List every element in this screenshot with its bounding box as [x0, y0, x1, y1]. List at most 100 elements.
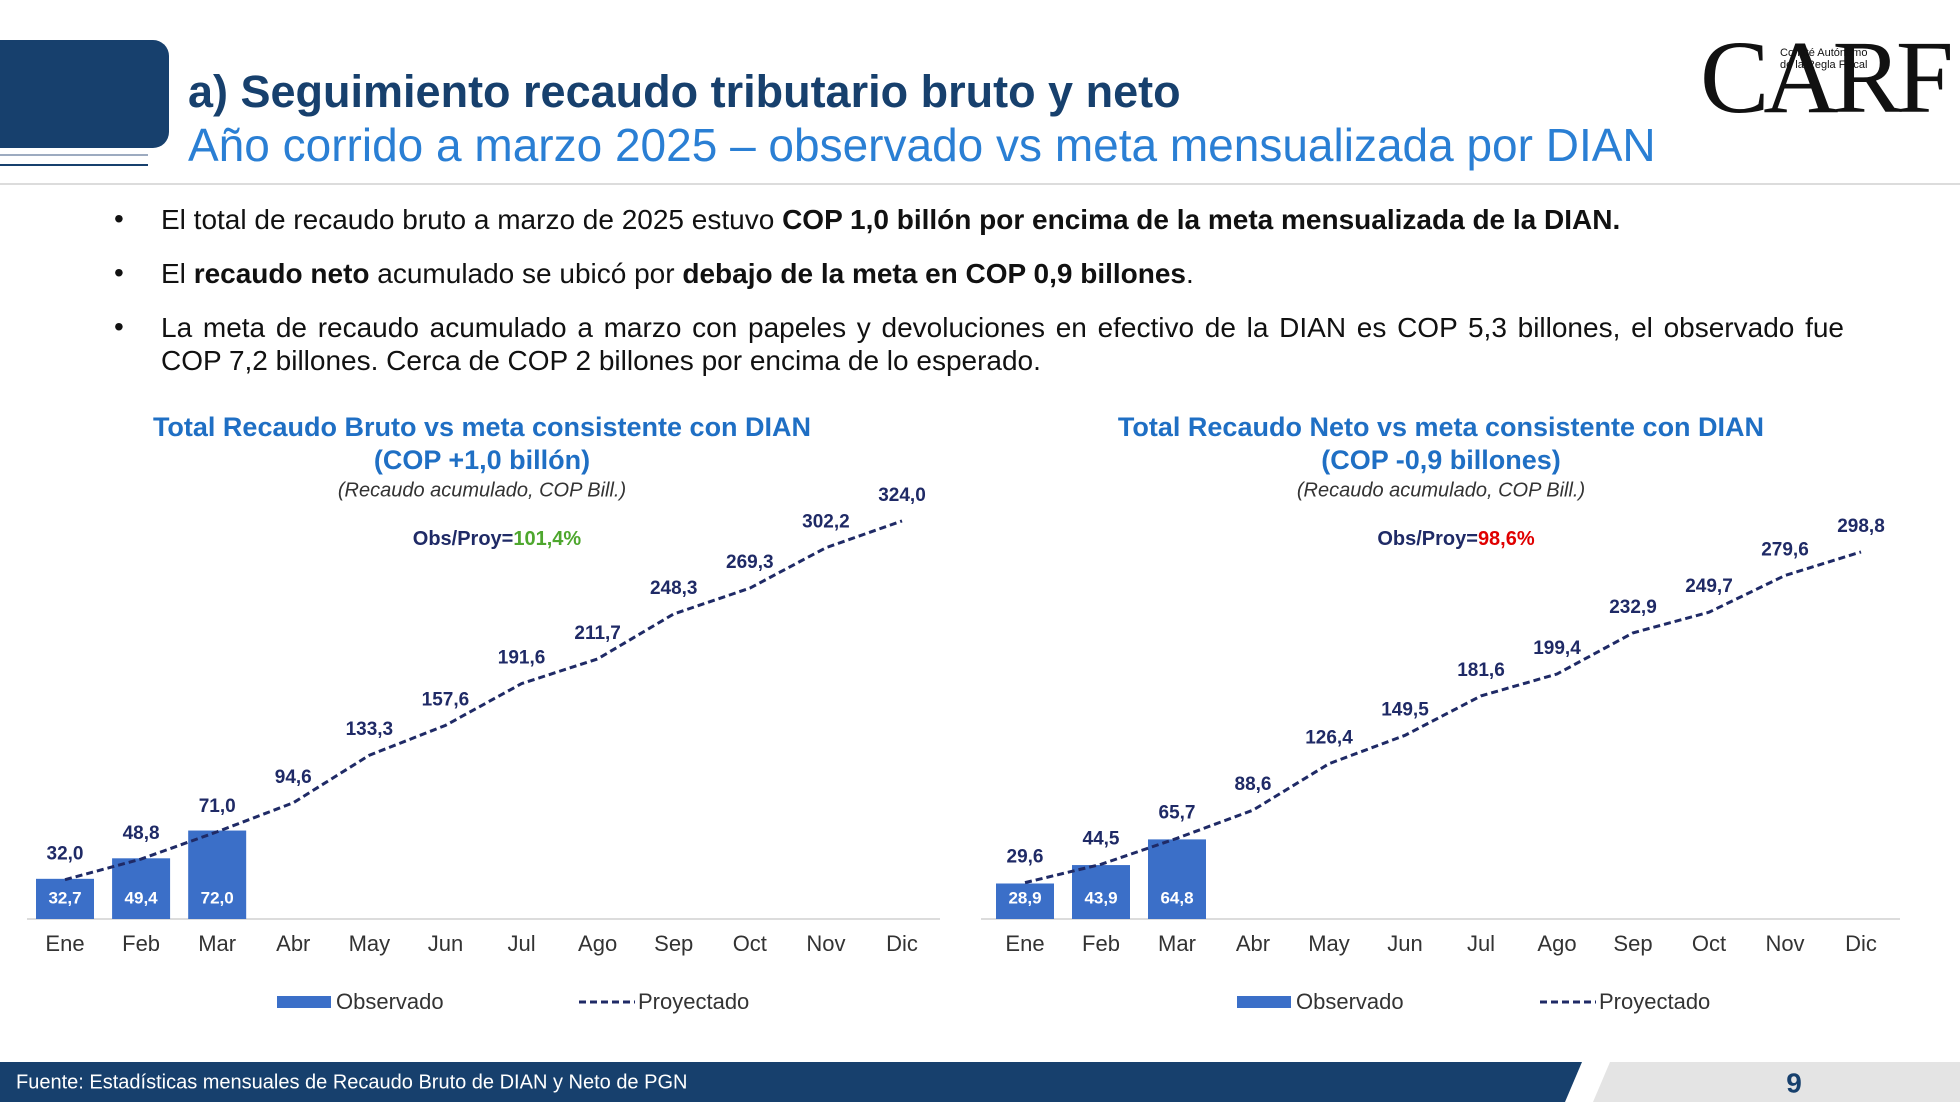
line-label: 126,4: [1305, 728, 1353, 749]
annotation: Obs/Proy=101,4%: [413, 528, 582, 550]
line-label: 32,0: [47, 844, 84, 865]
line-label: 211,7: [574, 623, 621, 644]
bar: [36, 878, 94, 919]
header-tab: [0, 40, 169, 148]
line-label: 29,6: [1007, 847, 1044, 868]
x-tick-label: Ene: [1005, 931, 1044, 956]
chart-subtitle: (COP -0,9 billones): [1321, 445, 1561, 475]
line-label: 269,3: [726, 552, 774, 573]
legend-swatch: [277, 996, 331, 1008]
line-label: 248,3: [650, 578, 698, 599]
x-tick-label: May: [1308, 931, 1350, 956]
bar-label: 28,9: [1008, 888, 1041, 907]
x-tick-label: Abr: [1236, 931, 1270, 956]
bullet-text: .: [1186, 258, 1194, 289]
line-label: 71,0: [199, 796, 236, 817]
line: [64, 519, 903, 882]
bar: [1072, 865, 1130, 919]
x-tick-label: Nov: [806, 931, 845, 956]
legend-label: Observado: [1296, 989, 1404, 1014]
bullet-text: El: [161, 258, 194, 289]
bullet-dot: •: [114, 257, 124, 288]
x-tick-label: Nov: [1765, 931, 1804, 956]
chart-note: (Recaudo acumulado, COP Bill.): [338, 479, 626, 501]
line-label: 94,6: [275, 767, 312, 788]
x-tick-label: Oct: [1692, 931, 1726, 956]
x-tick-label: May: [349, 931, 391, 956]
logo-caption: de la Regla Fiscal: [1780, 59, 1867, 71]
chart-title: Total Recaudo Neto vs meta consistente c…: [1118, 412, 1764, 442]
bullet-dot: •: [114, 203, 124, 234]
footer-bar: [0, 1062, 1582, 1102]
bar-label: 43,9: [1084, 888, 1117, 907]
x-tick-label: Jul: [507, 931, 535, 956]
page-number: 9: [1786, 1067, 1802, 1098]
x-tick-label: Ago: [1537, 931, 1576, 956]
bullet-text: debajo de la meta en COP 0,9 billones: [682, 258, 1187, 289]
bar: [112, 858, 171, 919]
line-label: 44,5: [1083, 828, 1120, 849]
legend-label: Proyectado: [638, 989, 749, 1014]
bullet: El total de recaudo bruto a marzo de 202…: [161, 203, 1844, 236]
line-label: 324,0: [878, 485, 926, 506]
bullet-text: El total de recaudo bruto a marzo de 202…: [161, 204, 783, 235]
legend-label: Observado: [336, 989, 444, 1014]
x-tick-label: Jul: [1467, 931, 1495, 956]
line-label: 88,6: [1235, 774, 1272, 795]
line-label: 149,5: [1381, 699, 1429, 720]
chart-note: (Recaudo acumulado, COP Bill.): [1297, 479, 1585, 501]
bullet-text: recaudo neto: [193, 258, 370, 289]
x-tick-label: Mar: [1158, 931, 1196, 956]
line-label: 249,7: [1685, 576, 1733, 597]
line: [1024, 550, 1862, 885]
x-tick-label: Sep: [654, 931, 693, 956]
chart-title: Total Recaudo Bruto vs meta consistente …: [153, 412, 811, 442]
logo-caption: Comité Autónomo: [1780, 47, 1867, 59]
bullet-text: COP 1,0 billón por encima de la meta men…: [782, 204, 1621, 235]
footer-band: [1593, 1062, 1960, 1102]
line-label: 133,3: [346, 719, 394, 740]
x-tick-label: Dic: [1845, 931, 1877, 956]
x-tick-label: Feb: [122, 931, 160, 956]
legend-label: Proyectado: [1599, 989, 1710, 1014]
line-label: 279,6: [1761, 540, 1809, 561]
chart-subtitle: (COP +1,0 billón): [374, 445, 590, 475]
line-label: 232,9: [1609, 597, 1657, 618]
bar-label: 72,0: [201, 888, 234, 907]
bullet-text: La meta de recaudo acumulado a marzo con…: [161, 312, 1844, 376]
line-label: 298,8: [1837, 516, 1885, 537]
x-tick-label: Abr: [276, 931, 310, 956]
bar-label: 32,7: [48, 888, 81, 907]
bullet: El recaudo neto acumulado se ubicó por d…: [161, 257, 1844, 290]
x-tick-label: Ene: [45, 931, 84, 956]
line-label: 157,6: [422, 689, 470, 710]
logo: CARF: [1700, 20, 1951, 135]
x-tick-label: Mar: [198, 931, 236, 956]
x-tick-label: Ago: [578, 931, 617, 956]
bar-label: 64,8: [1160, 888, 1193, 907]
annotation-label: Obs/Proy=: [1377, 528, 1478, 550]
legend-swatch: [1237, 996, 1291, 1008]
x-tick-label: Oct: [733, 931, 767, 956]
line-label: 302,2: [802, 512, 850, 533]
line-label: 191,6: [498, 648, 546, 669]
bar: [1148, 839, 1206, 919]
annotation-value: 98,6%: [1478, 528, 1535, 550]
bullet-text: acumulado se ubicó por: [369, 258, 683, 289]
line-label: 199,4: [1533, 638, 1581, 659]
annotation: Obs/Proy=98,6%: [1377, 528, 1535, 550]
line-label: 181,6: [1457, 660, 1505, 681]
bar: [188, 830, 247, 919]
slide-title: a) Seguimiento recaudo tributario bruto …: [188, 66, 1181, 117]
line-label: 48,8: [123, 823, 160, 844]
bar-label: 49,4: [125, 888, 159, 907]
x-tick-label: Jun: [428, 931, 463, 956]
annotation-value: 101,4%: [513, 528, 581, 550]
bar: [996, 883, 1054, 919]
x-tick-label: Jun: [1387, 931, 1422, 956]
footer-source: Fuente: Estadísticas mensuales de Recaud…: [16, 1071, 687, 1093]
line-label: 65,7: [1159, 802, 1196, 823]
x-tick-label: Sep: [1613, 931, 1652, 956]
